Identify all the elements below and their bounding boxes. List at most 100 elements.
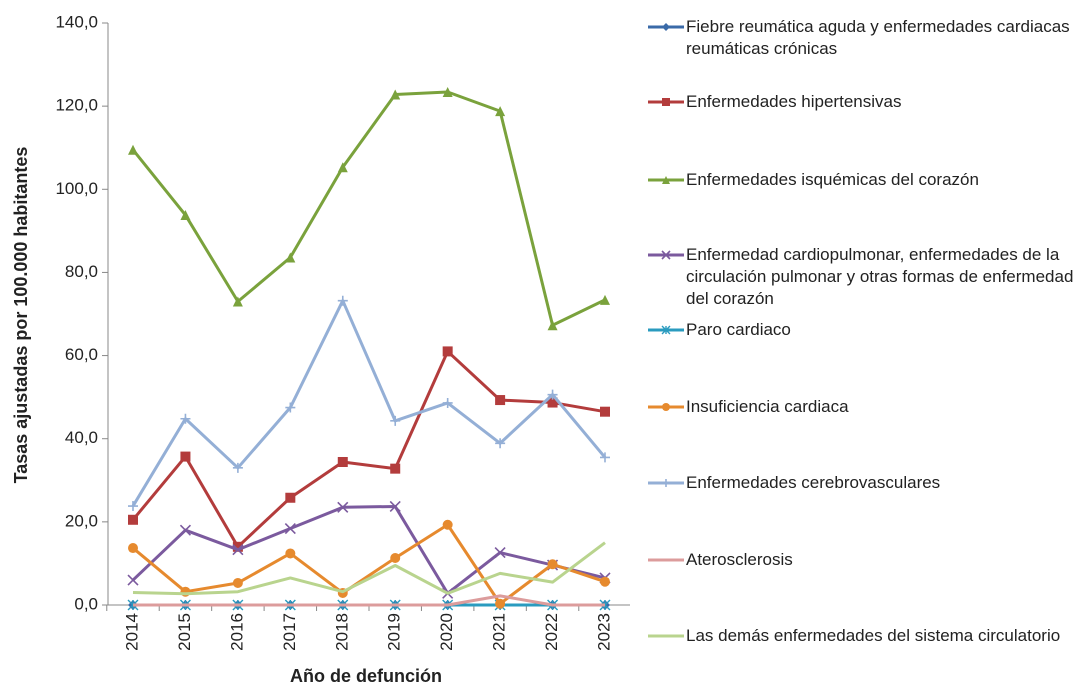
legend-label: Insuficiencia cardiaca	[686, 397, 849, 416]
marker	[600, 452, 610, 463]
y-tick-label: 100,0	[55, 179, 98, 198]
marker	[662, 98, 670, 106]
marker	[337, 295, 348, 306]
marker	[127, 574, 139, 586]
legend-swatch	[648, 23, 684, 31]
legend-item: Enfermedades isquémicas del corazón	[648, 169, 1092, 191]
legend-item: Aterosclerosis	[648, 549, 1092, 571]
legend-item: Enfermedad cardiopulmonar, enfermedades …	[648, 244, 1092, 310]
x-tick-label: 2015	[175, 613, 194, 651]
legend-swatch	[648, 325, 684, 335]
y-tick-label: 20,0	[65, 511, 98, 530]
x-tick-label: 2017	[280, 613, 299, 651]
x-tick-label: 2014	[122, 613, 141, 651]
marker	[390, 415, 401, 426]
marker	[442, 519, 453, 530]
x-tick-label: 2020	[437, 613, 456, 651]
marker	[390, 89, 401, 100]
marker	[180, 413, 191, 424]
marker	[180, 210, 191, 221]
marker	[232, 462, 243, 473]
series-line	[132, 523, 606, 606]
legend-label: Paro cardiaco	[686, 320, 791, 339]
marker	[662, 23, 670, 31]
y-tick-label: 120,0	[55, 96, 98, 115]
x-tick-label: 2022	[542, 613, 561, 651]
chart: Tasas ajustadas por 100.000 habitantes A…	[11, 12, 630, 685]
y-tick-label: 80,0	[65, 262, 98, 281]
legend-swatch	[648, 558, 684, 562]
legend-label: Aterosclerosis	[686, 550, 793, 569]
marker	[389, 500, 401, 513]
x-tick-label: 2023	[594, 613, 613, 651]
legend-swatch	[648, 250, 684, 260]
marker	[495, 106, 506, 117]
legend-item: Paro cardiaco	[648, 319, 1092, 341]
marker	[337, 162, 348, 173]
y-tick-label: 60,0	[65, 345, 98, 364]
legend-item: Las demás enfermedades del sistema circu…	[648, 625, 1092, 647]
marker	[547, 559, 558, 570]
legend-swatch	[648, 479, 684, 487]
legend-label: Las demás enfermedades del sistema circu…	[686, 626, 1061, 645]
y-tick-label: 0,0	[74, 594, 98, 613]
marker	[600, 576, 610, 587]
marker	[285, 492, 296, 503]
marker	[179, 524, 192, 536]
marker	[494, 547, 506, 559]
legend-swatch	[648, 634, 684, 638]
series-line	[131, 504, 606, 595]
marker	[337, 456, 348, 467]
marker	[390, 553, 401, 564]
x-axis-label: Año de defunción	[290, 666, 442, 685]
marker	[285, 548, 296, 559]
series-line	[131, 349, 606, 549]
legend-label: Fiebre reumática aguda y enfermedades ca…	[686, 17, 1070, 58]
marker	[495, 395, 506, 406]
x-tick-label: 2018	[332, 613, 351, 651]
marker	[284, 522, 296, 535]
marker	[232, 296, 243, 307]
marker	[128, 514, 138, 525]
marker	[547, 389, 558, 400]
marker	[600, 406, 610, 417]
legend-swatch	[648, 98, 684, 106]
marker	[547, 397, 558, 408]
marker	[442, 397, 453, 408]
x-tick-label: 2021	[490, 613, 509, 651]
marker	[285, 402, 296, 413]
marker	[337, 501, 349, 513]
marker	[128, 144, 138, 155]
y-tick-label: 40,0	[65, 428, 98, 447]
marker	[232, 577, 243, 588]
x-tick-label: 2019	[385, 613, 404, 651]
marker	[285, 252, 296, 263]
legend-item: Enfermedades hipertensivas	[648, 91, 1092, 113]
legend-label: Enfermedad cardiopulmonar, enfermedades …	[686, 245, 1074, 308]
marker	[232, 544, 244, 556]
legend-label: Enfermedades cerebrovasculares	[686, 473, 941, 492]
series-line	[131, 90, 606, 327]
series-line	[132, 541, 606, 596]
marker	[232, 541, 243, 552]
marker	[442, 87, 453, 98]
marker	[390, 463, 401, 474]
legend-swatch	[648, 403, 684, 411]
y-axis-label: Tasas ajustadas por 100.000 habitantes	[11, 147, 31, 484]
x-tick-label: 2016	[227, 613, 246, 651]
marker	[661, 250, 671, 260]
series-line	[131, 299, 607, 507]
legend-swatch	[648, 176, 684, 184]
marker	[495, 438, 506, 449]
marker	[662, 403, 670, 411]
marker	[128, 543, 138, 554]
series-line	[133, 594, 605, 607]
legend-label: Enfermedades isquémicas del corazón	[686, 170, 979, 189]
marker	[180, 451, 191, 462]
marker	[662, 479, 670, 487]
legend-item: Insuficiencia cardiaca	[648, 396, 1092, 418]
legend-label: Enfermedades hipertensivas	[686, 92, 902, 111]
marker	[661, 325, 671, 335]
marker	[662, 176, 670, 184]
